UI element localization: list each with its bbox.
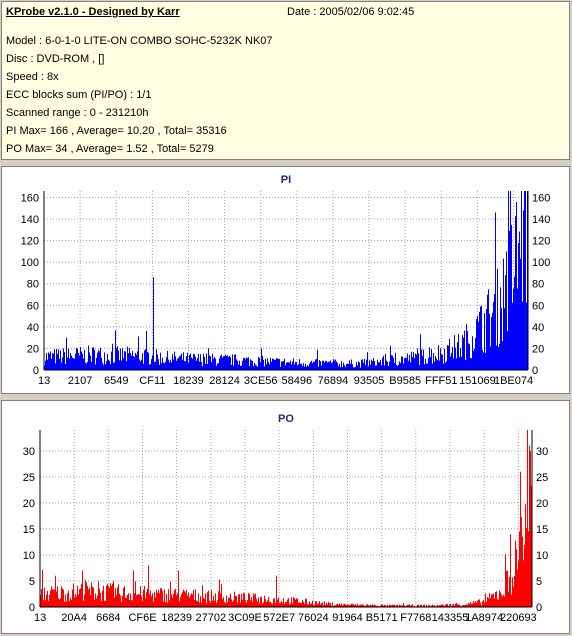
pi-xtick: 18239 [173, 375, 204, 387]
pi-ytick-left: 120 [21, 236, 39, 248]
pi-ytick-left: 60 [27, 300, 39, 312]
pi-ytick-right: 60 [532, 300, 544, 312]
po-ytick-left: 30 [23, 446, 35, 458]
po-xtick: 143355 [432, 612, 469, 624]
po-xtick: CF6E [128, 612, 156, 624]
po-ytick-right: 10 [536, 550, 548, 562]
po-chart-panel: PO 0 0 5 5 10 10 15 15 20 20 25 25 30 30 13 20A4 6684 CF6E… [1, 400, 570, 634]
pi-ytick-right: 140 [532, 214, 550, 226]
po-xtick: 76024 [298, 612, 329, 624]
pi-ytick-left: 80 [27, 279, 39, 291]
info-ecc: ECC blocks sum (PI/PO) : 1/1 [6, 89, 152, 101]
pi-xtick: B9585 [389, 375, 421, 387]
info-model: Model : 6-0-1-0 LITE-ON COMBO SOHC-5232K… [6, 35, 273, 47]
pi-chart-panel: PI 0 0 20 20 40 40 60 60 80 80 100 100 120 120 140 140 16… [1, 166, 570, 394]
pi-ytick-right: 100 [532, 257, 550, 269]
po-xtick: 220693 [500, 612, 537, 624]
pi-xtick: 58496 [282, 375, 313, 387]
app-title: KProbe v2.1.0 - Designed by Karr [6, 6, 180, 18]
pi-xtick: 28124 [209, 375, 240, 387]
po-chart-title: PO [278, 413, 294, 425]
pi-ytick-right: 0 [532, 365, 538, 377]
po-ytick-left: 10 [23, 550, 35, 562]
po-xtick: 1A8974 [465, 612, 503, 624]
pi-xtick: 13 [38, 375, 50, 387]
po-series-bars [40, 445, 532, 607]
pi-series-bars [44, 191, 528, 370]
po-ytick-left: 20 [23, 498, 35, 510]
info-po-summary: PO Max= 34 , Average= 1.52 , Total= 5279 [6, 143, 214, 155]
po-xtick: 6684 [96, 612, 120, 624]
po-ytick-right: 15 [536, 524, 548, 536]
pi-ytick-right: 80 [532, 279, 544, 291]
pi-ytick-right: 160 [532, 192, 550, 204]
po-ytick-left: 25 [23, 472, 35, 484]
po-xtick: F7768 [400, 612, 431, 624]
po-xtick: 20A4 [61, 612, 87, 624]
po-xtick: 572E7 [263, 612, 295, 624]
pi-xtick: 93505 [354, 375, 385, 387]
info-speed: Speed : 8x [6, 71, 59, 83]
po-ytick-right: 5 [536, 576, 542, 588]
pi-ytick-left: 40 [27, 322, 39, 334]
info-range: Scanned range : 0 - 231210h [6, 107, 149, 119]
pi-ytick-right: 40 [532, 322, 544, 334]
info-panel: KProbe v2.1.0 - Designed by Karr Date : … [1, 1, 570, 160]
po-ytick-right: 25 [536, 472, 548, 484]
pi-xtick: 3CE56 [244, 375, 278, 387]
pi-ytick-left: 160 [21, 192, 39, 204]
pi-xtick: 2107 [68, 375, 92, 387]
scan-date: Date : 2005/02/06 9:02:45 [287, 6, 415, 18]
info-pi-summary: PI Max= 166 , Average= 10.20 , Total= 35… [6, 125, 227, 137]
po-ytick-right: 20 [536, 498, 548, 510]
po-xtick: 27702 [196, 612, 227, 624]
pi-xtick: CF11 [139, 375, 165, 387]
pi-chart-title: PI [281, 174, 291, 186]
pi-ytick-right: 20 [532, 343, 544, 355]
pi-xtick: FFF51 [425, 375, 457, 387]
po-ytick-right: 0 [536, 602, 542, 614]
po-xtick: 13 [34, 612, 46, 624]
pi-xtick: 1BE074 [494, 375, 533, 387]
pi-xtick: 151069 [459, 375, 496, 387]
po-ytick-right: 30 [536, 446, 548, 458]
pi-ytick-left: 100 [21, 257, 39, 269]
pi-ytick-left: 0 [33, 365, 39, 377]
pi-ytick-left: 140 [21, 214, 39, 226]
pi-xtick: 6549 [104, 375, 128, 387]
po-ytick-left: 15 [23, 524, 35, 536]
pi-xtick: 76894 [318, 375, 349, 387]
po-ytick-left: 5 [29, 576, 35, 588]
pi-ytick-left: 20 [27, 343, 39, 355]
po-xtick: 18239 [161, 612, 192, 624]
po-chart: PO 0 0 5 5 10 10 15 15 20 20 25 25 30 30 13 20A4 6684 CF6E… [23, 413, 549, 624]
po-xtick: 3C09E [228, 612, 262, 624]
pi-chart: PI 0 0 20 20 40 40 60 60 80 80 100 100 120 120 140 140 16… [21, 174, 551, 387]
info-disc: Disc : DVD-ROM , [] [6, 53, 105, 65]
po-ytick-left: 0 [29, 602, 35, 614]
po-xtick: B5171 [366, 612, 398, 624]
pi-ytick-right: 120 [532, 236, 550, 248]
po-xtick: 91964 [332, 612, 363, 624]
